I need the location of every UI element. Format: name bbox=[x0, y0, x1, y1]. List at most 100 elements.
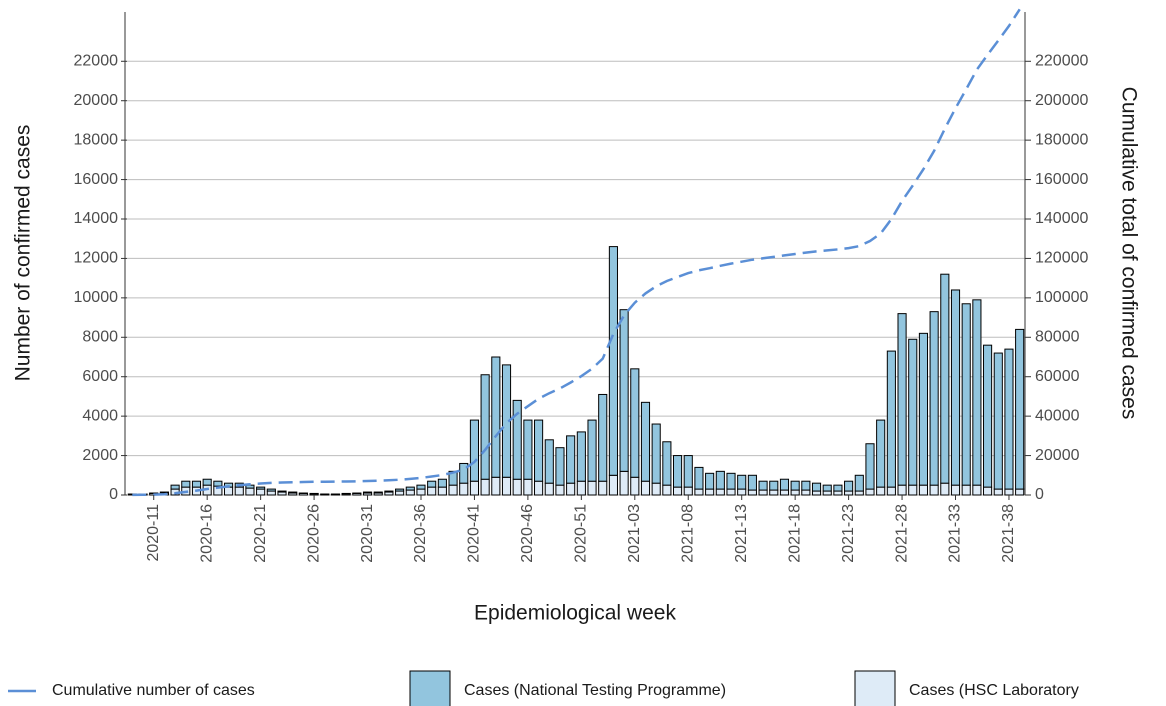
bar bbox=[480, 478, 490, 496]
y2-tick-label: 40000 bbox=[1035, 407, 1080, 424]
bar bbox=[630, 476, 640, 496]
bar bbox=[277, 490, 287, 493]
x-tick-label: 2021-18 bbox=[786, 504, 803, 563]
bar bbox=[726, 488, 736, 496]
x-tick-label: 2021-38 bbox=[1000, 504, 1017, 563]
bar bbox=[929, 484, 939, 496]
bar bbox=[811, 490, 822, 496]
bar bbox=[737, 488, 747, 496]
y2-tick-label: 200000 bbox=[1035, 92, 1088, 109]
bar bbox=[181, 480, 191, 488]
bar bbox=[619, 309, 629, 472]
bar bbox=[683, 486, 693, 496]
bar bbox=[726, 472, 736, 490]
bar bbox=[395, 488, 405, 492]
bar bbox=[566, 482, 576, 496]
bar bbox=[501, 476, 512, 496]
bar bbox=[170, 484, 180, 490]
bar bbox=[779, 489, 790, 496]
bar bbox=[993, 352, 1003, 490]
bar bbox=[662, 484, 672, 496]
x-tick-label: 2020-36 bbox=[412, 504, 429, 563]
bar bbox=[779, 478, 790, 491]
bar bbox=[694, 466, 704, 490]
x-tick-label: 2020-41 bbox=[466, 504, 483, 563]
y2-tick-label: 60000 bbox=[1035, 368, 1080, 385]
bar bbox=[587, 419, 597, 482]
bar bbox=[459, 482, 469, 496]
bar bbox=[384, 490, 394, 493]
bar bbox=[427, 486, 437, 496]
bar bbox=[491, 476, 501, 496]
bar bbox=[961, 484, 971, 496]
bar bbox=[640, 480, 651, 496]
legend-swatch bbox=[409, 670, 451, 706]
bar bbox=[608, 246, 618, 476]
bar bbox=[747, 474, 757, 491]
bar bbox=[854, 474, 864, 492]
y-tick-label: 8000 bbox=[82, 329, 118, 346]
bar bbox=[544, 439, 554, 484]
x-tick-label: 2020-11 bbox=[145, 504, 162, 562]
bar bbox=[662, 441, 672, 486]
bar bbox=[1015, 328, 1025, 490]
y2-tick-label: 120000 bbox=[1035, 250, 1088, 267]
bar bbox=[362, 491, 373, 494]
bar bbox=[929, 311, 939, 486]
bar bbox=[598, 480, 608, 496]
bar bbox=[523, 478, 533, 496]
bar bbox=[758, 489, 768, 496]
y2-tick-label: 0 bbox=[1035, 486, 1044, 503]
bar bbox=[1015, 488, 1025, 496]
bar bbox=[245, 487, 255, 496]
bar bbox=[266, 488, 276, 492]
cumulative-line bbox=[132, 8, 1021, 497]
bar bbox=[683, 455, 693, 488]
bar bbox=[940, 482, 950, 496]
y-tick-label: 22000 bbox=[74, 53, 119, 70]
bar bbox=[427, 480, 437, 488]
y-tick-label: 0 bbox=[109, 486, 118, 503]
bar bbox=[405, 486, 415, 491]
bar bbox=[266, 490, 276, 496]
x-tick-label: 2020-21 bbox=[252, 504, 269, 563]
bar bbox=[705, 488, 715, 496]
legend-label: Cases (National Testing Programme) bbox=[464, 682, 726, 699]
bar bbox=[555, 447, 565, 486]
y-tick-label: 14000 bbox=[74, 210, 119, 227]
bar bbox=[983, 344, 993, 488]
x-tick-label: 2020-46 bbox=[519, 504, 536, 563]
bar bbox=[598, 393, 608, 482]
bar bbox=[469, 480, 480, 496]
bar bbox=[844, 490, 854, 496]
bar bbox=[1004, 348, 1014, 490]
bar bbox=[854, 490, 864, 496]
bar bbox=[651, 482, 661, 496]
bar bbox=[480, 374, 490, 480]
y2-tick-label: 20000 bbox=[1035, 447, 1080, 464]
x-tick-label: 2021-03 bbox=[626, 504, 643, 563]
bar bbox=[876, 419, 886, 488]
bar bbox=[223, 486, 234, 496]
bar bbox=[587, 480, 597, 496]
legend-label: Cumulative number of cases bbox=[52, 682, 255, 699]
bar bbox=[844, 480, 854, 492]
bar bbox=[833, 484, 843, 492]
bar bbox=[822, 484, 832, 492]
bar bbox=[715, 470, 725, 490]
y2-tick-label: 100000 bbox=[1035, 289, 1088, 306]
y2-tick-label: 140000 bbox=[1035, 210, 1088, 227]
bar bbox=[801, 480, 811, 491]
bar bbox=[544, 482, 554, 496]
bar bbox=[865, 443, 875, 490]
y-tick-label: 4000 bbox=[82, 407, 118, 424]
bar bbox=[213, 480, 223, 487]
y2-tick-label: 220000 bbox=[1035, 53, 1088, 70]
bar bbox=[534, 480, 544, 496]
bar bbox=[373, 491, 383, 494]
x-tick-label: 2020-26 bbox=[305, 504, 322, 563]
y2-tick-label: 180000 bbox=[1035, 131, 1088, 148]
x-tick-label: 2021-28 bbox=[893, 504, 910, 563]
y-tick-label: 10000 bbox=[74, 289, 119, 306]
